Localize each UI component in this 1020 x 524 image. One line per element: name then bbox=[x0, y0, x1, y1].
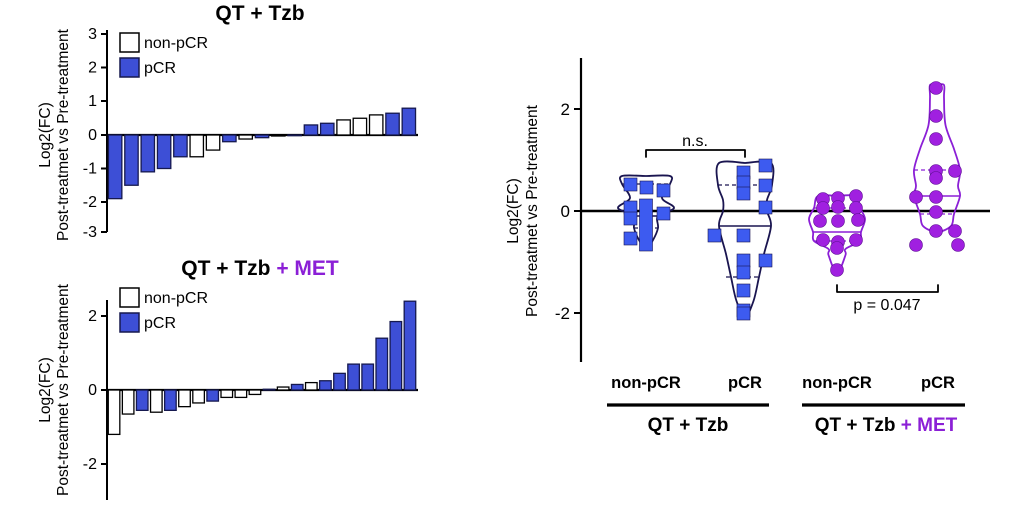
svg-text:QT + Tzb + MET: QT + Tzb + MET bbox=[815, 415, 958, 436]
svg-text:Log2(FC): Log2(FC) bbox=[505, 178, 522, 243]
svg-text:p = 0.047: p = 0.047 bbox=[853, 297, 920, 314]
svg-text:0: 0 bbox=[88, 127, 97, 144]
svg-text:2: 2 bbox=[88, 60, 97, 77]
svg-text:pCR: pCR bbox=[921, 374, 955, 392]
svg-text:2: 2 bbox=[561, 100, 570, 119]
svg-text:pCR: pCR bbox=[728, 374, 762, 392]
svg-text:3: 3 bbox=[88, 26, 97, 43]
svg-text:QT + Tzb: QT + Tzb bbox=[215, 2, 304, 25]
svg-text:pCR: pCR bbox=[144, 60, 176, 77]
svg-text:Post-treatmet vs Pre-treatment: Post-treatmet vs Pre-treatment bbox=[524, 104, 541, 317]
svg-text:0: 0 bbox=[88, 382, 97, 399]
svg-text:0: 0 bbox=[561, 202, 570, 221]
svg-text:-3: -3 bbox=[83, 224, 97, 241]
svg-text:non-pCR: non-pCR bbox=[144, 290, 208, 307]
svg-text:-1: -1 bbox=[83, 161, 97, 178]
svg-text:non-pCR: non-pCR bbox=[144, 35, 208, 52]
svg-text:-2: -2 bbox=[83, 194, 97, 211]
svg-text:-2: -2 bbox=[83, 456, 97, 473]
svg-text:n.s.: n.s. bbox=[682, 133, 708, 150]
svg-text:Post-treatmet vs Pre-treatment: Post-treatmet vs Pre-treatment bbox=[55, 283, 72, 496]
svg-text:Post-treatmet vs Pre-treatment: Post-treatmet vs Pre-treatment bbox=[55, 28, 72, 241]
svg-text:Log2(FC): Log2(FC) bbox=[37, 357, 54, 422]
svg-text:1: 1 bbox=[88, 93, 97, 110]
svg-text:pCR: pCR bbox=[144, 315, 176, 332]
svg-text:QT + Tzb + MET: QT + Tzb + MET bbox=[181, 257, 339, 280]
svg-text:-2: -2 bbox=[555, 304, 570, 323]
svg-text:QT + Tzb: QT + Tzb bbox=[648, 415, 729, 436]
svg-text:Log2(FC): Log2(FC) bbox=[37, 102, 54, 167]
svg-text:2: 2 bbox=[88, 308, 97, 325]
svg-text:non-pCR: non-pCR bbox=[611, 374, 681, 392]
svg-text:non-pCR: non-pCR bbox=[802, 374, 872, 392]
